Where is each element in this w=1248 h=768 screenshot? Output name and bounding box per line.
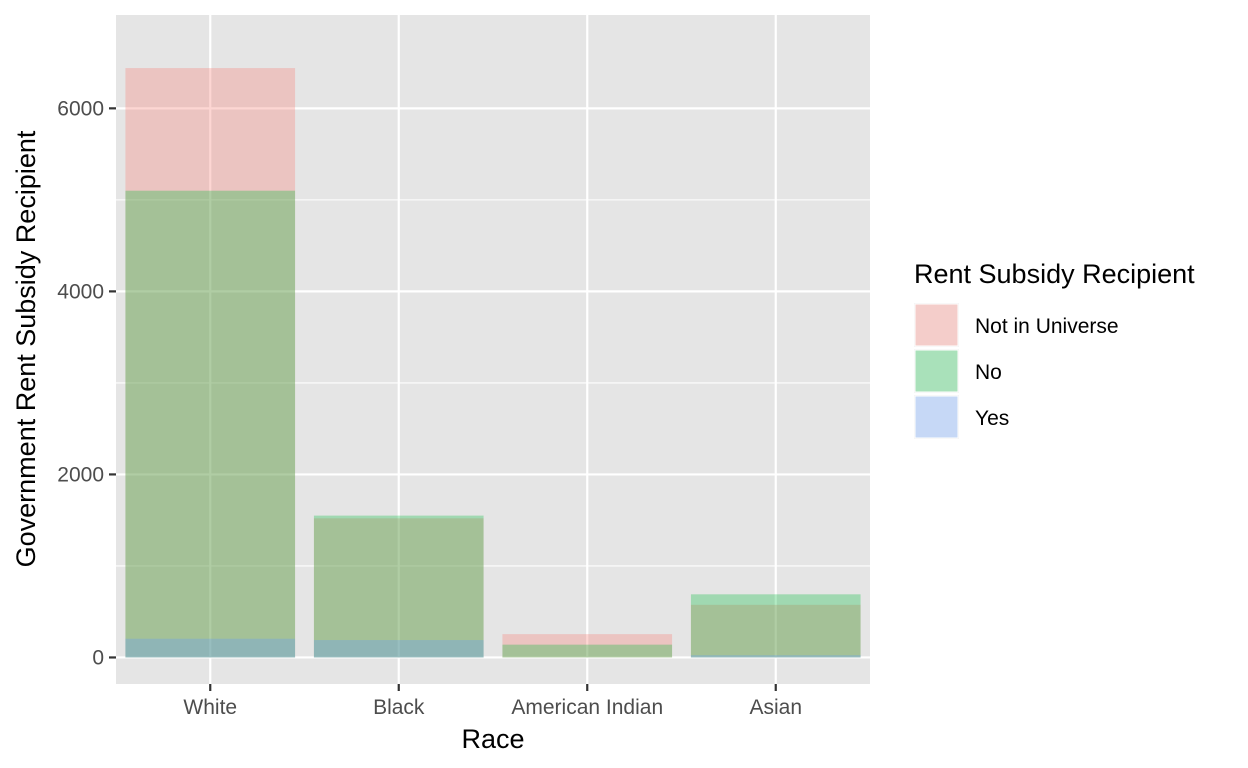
bar-yes (690, 655, 861, 658)
legend-key-background (914, 349, 959, 393)
legend-label: Yes (975, 407, 1009, 430)
legend-key-background (914, 303, 959, 347)
bar-not-in-universe (502, 634, 673, 658)
y-axis-title: Government Rent Subsidy Recipient (11, 130, 41, 567)
x-tick-label: Asian (749, 696, 802, 719)
legend-swatch (914, 349, 959, 393)
bar-no (502, 644, 673, 658)
y-tick-label: 2000 (57, 463, 104, 486)
x-tick-label: Black (373, 696, 425, 719)
bar-no (125, 190, 296, 658)
legend-swatch (914, 395, 959, 439)
x-axis-title: Race (461, 724, 524, 754)
bar-not-in-universe (313, 518, 484, 658)
legend-key-background (914, 395, 959, 439)
x-tick-label: White (183, 696, 237, 719)
bar-yes (313, 640, 484, 658)
bars (125, 68, 861, 658)
y-tick-label: 6000 (57, 97, 104, 120)
y-tick-label: 4000 (57, 280, 104, 303)
legend-label: No (975, 361, 1002, 384)
legend: Rent Subsidy Recipient Not in Universe No… (914, 259, 1195, 439)
plot-panel (116, 15, 870, 684)
grid-lines (116, 15, 870, 684)
bar-no (313, 515, 484, 658)
bar-not-in-universe (125, 68, 296, 658)
legend-title: Rent Subsidy Recipient (914, 259, 1195, 289)
x-tick-label: American Indian (511, 696, 663, 719)
bar-not-in-universe (690, 604, 861, 658)
axes: 0 2000 4000 6000 White Black American Indian As… (57, 97, 802, 719)
legend-swatch (914, 303, 959, 347)
bar-yes (125, 638, 296, 658)
legend-label: Not in Universe (975, 315, 1119, 338)
y-tick-label: 0 (92, 646, 104, 669)
bar-no (690, 594, 861, 658)
